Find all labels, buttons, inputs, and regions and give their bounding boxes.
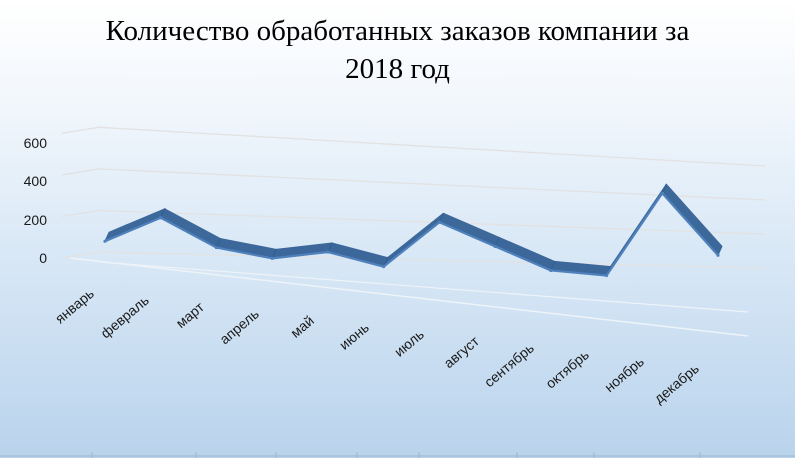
x-category-label: декабрь (651, 360, 702, 407)
floor-line (69, 257, 749, 337)
data-point (493, 244, 497, 248)
gridline (96, 209, 766, 235)
data-point (604, 273, 609, 278)
x-category-label: апрель (216, 305, 261, 347)
x-category-label: июль (391, 326, 427, 360)
data-series (103, 183, 723, 278)
y-tick-label: 0 (39, 250, 47, 266)
data-point (549, 268, 553, 273)
gridlines (61, 126, 766, 269)
data-point (437, 220, 441, 224)
bottom-axis (0, 452, 795, 458)
x-category-label: июнь (336, 319, 372, 353)
y-tick-label: 200 (24, 212, 48, 228)
gridline-stub (61, 251, 101, 259)
x-category-label: октябрь (542, 346, 591, 391)
data-point (326, 250, 330, 254)
ribbon-segment (661, 183, 723, 257)
gridline (96, 168, 766, 201)
x-category-label: сентябрь (481, 340, 537, 391)
data-point (660, 191, 664, 195)
x-category-label: май (287, 312, 317, 340)
data-point (382, 265, 386, 269)
ribbon-segment (494, 236, 556, 272)
x-category-label: январь (52, 285, 97, 326)
data-point (270, 256, 274, 260)
chart-floor (69, 257, 749, 337)
gridline (96, 251, 766, 269)
gridline-stub (61, 126, 101, 134)
y-axis-tick-labels: 600 400 200 0 (24, 135, 48, 266)
ribbon-segment (438, 212, 500, 248)
x-axis-category-labels: январь февраль март апрель май июнь июль август… (52, 285, 702, 407)
data-point (103, 239, 107, 243)
data-point (159, 216, 163, 220)
data-point (214, 245, 219, 250)
gridline (96, 126, 766, 167)
series-line (104, 192, 719, 277)
chart-title-line-2: 2018 год (345, 53, 450, 85)
chart-title-line-1: Количество обработанных заказов компании… (105, 15, 690, 47)
y-tick-label: 400 (24, 173, 48, 189)
x-category-label: ноябрь (601, 353, 647, 395)
chart-title: Количество обработанных заказов компании… (0, 12, 795, 88)
data-point (716, 253, 720, 257)
y-tick-label: 600 (24, 135, 48, 151)
gridline-stub (61, 168, 101, 176)
x-category-label: февраль (97, 292, 152, 341)
x-category-label: август (441, 332, 483, 371)
floor-line (99, 261, 749, 313)
x-category-label: март (173, 298, 208, 331)
gridline-stub (61, 209, 101, 218)
